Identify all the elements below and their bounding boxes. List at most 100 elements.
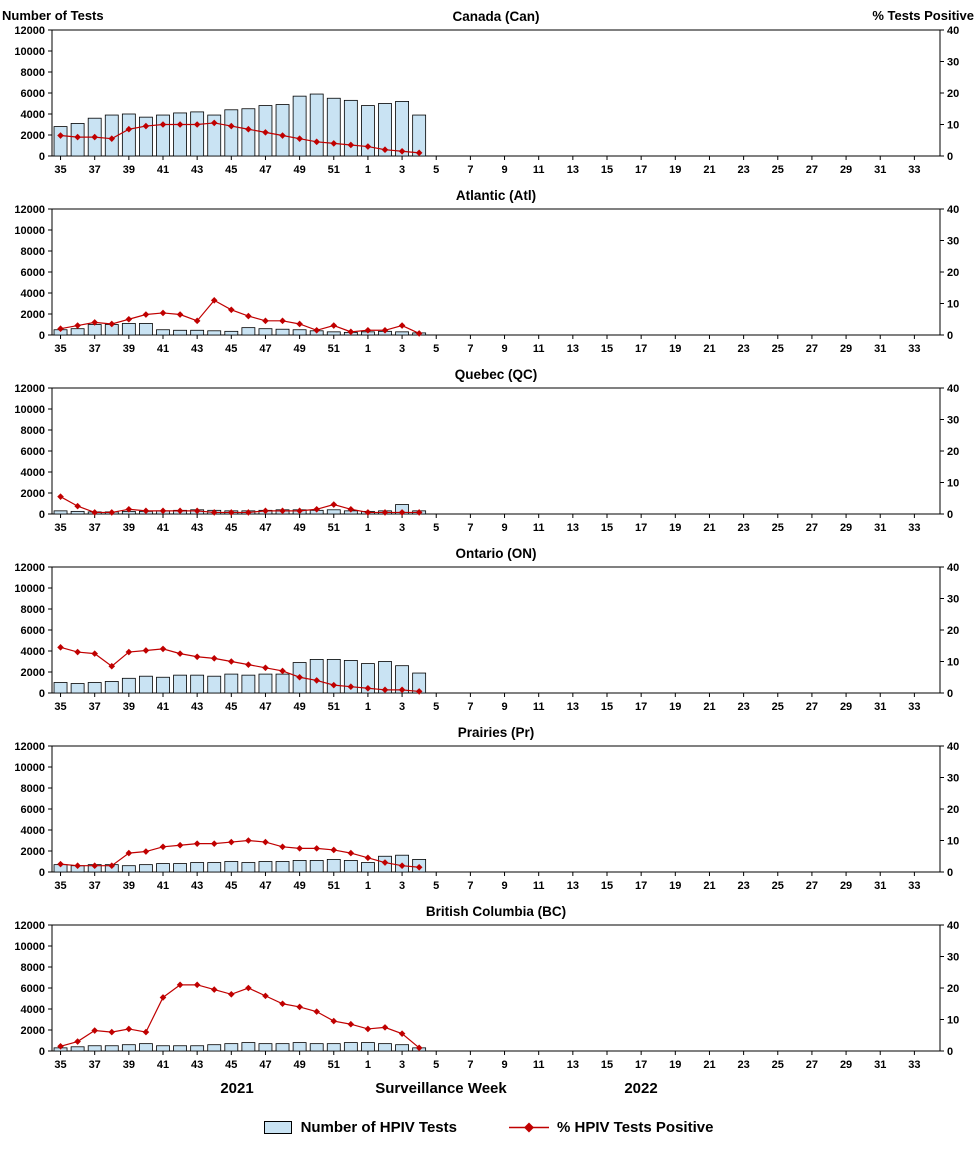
diamond-marker [381, 509, 389, 516]
x-tick-label: 45 [225, 1059, 237, 1071]
diamond-marker [228, 991, 235, 998]
x-tick-label: 21 [703, 522, 715, 534]
left-tick-label: 8000 [21, 604, 45, 616]
bar [292, 860, 307, 873]
diamond-marker [279, 507, 286, 515]
diamond-marker [228, 122, 235, 130]
x-tick-label: 1 [365, 880, 371, 892]
diamond-marker [415, 509, 423, 516]
bar [275, 328, 290, 336]
line-markers [57, 119, 423, 157]
diamond-marker [125, 849, 133, 857]
diamond-marker [193, 121, 201, 128]
x-tick-label: 17 [635, 343, 647, 355]
x-tick-label: 17 [635, 701, 647, 713]
x-tick-label: 49 [293, 1059, 305, 1071]
left-tick-label: 4000 [21, 1004, 45, 1016]
x-tick-label: 3 [399, 343, 405, 355]
right-tick-label: 30 [947, 57, 959, 69]
left-tick-label: 8000 [21, 783, 45, 795]
panel-title: Quebec (QC) [455, 367, 538, 382]
x-tick-label: 49 [293, 701, 305, 713]
panel-title: Ontario (ON) [456, 546, 537, 561]
left-tick-label: 8000 [21, 425, 45, 437]
x-tick-label: 47 [259, 1059, 271, 1071]
right-tick-label: 40 [947, 204, 959, 216]
diamond-marker [262, 507, 269, 515]
diamond-marker [245, 509, 252, 516]
diamond-marker [74, 322, 81, 329]
diamond-marker [210, 655, 218, 662]
x-tick-label: 41 [157, 880, 169, 892]
bar [53, 682, 68, 694]
bar [53, 126, 68, 157]
bar [70, 1046, 85, 1052]
diamond-marker [245, 312, 252, 320]
bar [207, 330, 222, 336]
diamond-marker [381, 146, 389, 153]
panel-svg: Atlantic (Atl)02000400060008000100001200… [14, 188, 959, 355]
x-tick-label: 3 [399, 880, 405, 892]
left-axis-title: Number of Tests [2, 8, 104, 23]
right-tick-label: 30 [947, 236, 959, 248]
left-tick-label: 0 [39, 509, 45, 521]
diamond-marker [296, 320, 303, 328]
x-tick-label: 25 [772, 1059, 784, 1071]
x-tick-label: 3 [399, 164, 405, 176]
diamond-marker [159, 121, 167, 128]
right-tick-label: 20 [947, 625, 959, 637]
x-tick-label: 29 [840, 343, 852, 355]
line-markers [57, 493, 423, 516]
x-tick-label: 3 [399, 701, 405, 713]
diamond-marker [91, 1027, 98, 1034]
left-tick-label: 6000 [21, 983, 45, 995]
diamond-marker [210, 509, 218, 516]
x-tick-label: 7 [467, 1059, 473, 1071]
diamond-marker [57, 325, 64, 332]
diamond-marker [91, 319, 98, 326]
right-tick-label: 10 [947, 120, 959, 132]
left-tick-label: 4000 [21, 646, 45, 658]
bar [326, 858, 341, 873]
diamond-marker [279, 317, 286, 325]
diamond-marker [296, 1003, 303, 1011]
diamond-marker [415, 330, 423, 337]
x-tick-label: 31 [874, 880, 886, 892]
x-tick-label: 17 [635, 880, 647, 892]
bar [378, 103, 392, 157]
diamond-marker [108, 862, 116, 869]
diamond-marker [279, 667, 286, 675]
left-tick-label: 10000 [14, 46, 45, 58]
line-swatch-diamond [523, 1122, 534, 1132]
x-tick-label: 43 [191, 1059, 203, 1071]
bar [121, 1044, 136, 1052]
left-tick-label: 8000 [21, 246, 45, 258]
bars-series [53, 854, 427, 873]
bar [156, 1045, 170, 1052]
x-tick-label: 35 [54, 701, 66, 713]
left-tick-label: 0 [39, 1046, 45, 1058]
x-tick-label: 5 [433, 880, 439, 892]
left-tick-label: 10000 [14, 762, 45, 774]
panel-title: Prairies (Pr) [458, 725, 535, 740]
x-tick-label: 47 [259, 343, 271, 355]
x-tick-label: 7 [467, 343, 473, 355]
bar [343, 99, 358, 157]
x-tick-label: 3 [399, 522, 405, 534]
right-tick-label: 30 [947, 415, 959, 427]
x-tick-label: 51 [328, 880, 340, 892]
x-tick-label: 19 [669, 880, 681, 892]
x-tick-label: 35 [54, 343, 66, 355]
diamond-marker [57, 132, 64, 139]
bars-series [53, 93, 427, 157]
diamond-marker [364, 509, 372, 516]
diamond-marker [142, 122, 150, 130]
right-tick-label: 0 [947, 330, 953, 342]
right-tick-label: 10 [947, 657, 959, 669]
x-tick-label: 11 [533, 522, 545, 534]
bar [173, 329, 187, 336]
diamond-marker [159, 994, 167, 1001]
x-tick-label: 13 [567, 701, 579, 713]
left-tick-label: 4000 [21, 467, 45, 479]
legend-item-tests: Number of HPIV Tests [263, 1119, 457, 1136]
